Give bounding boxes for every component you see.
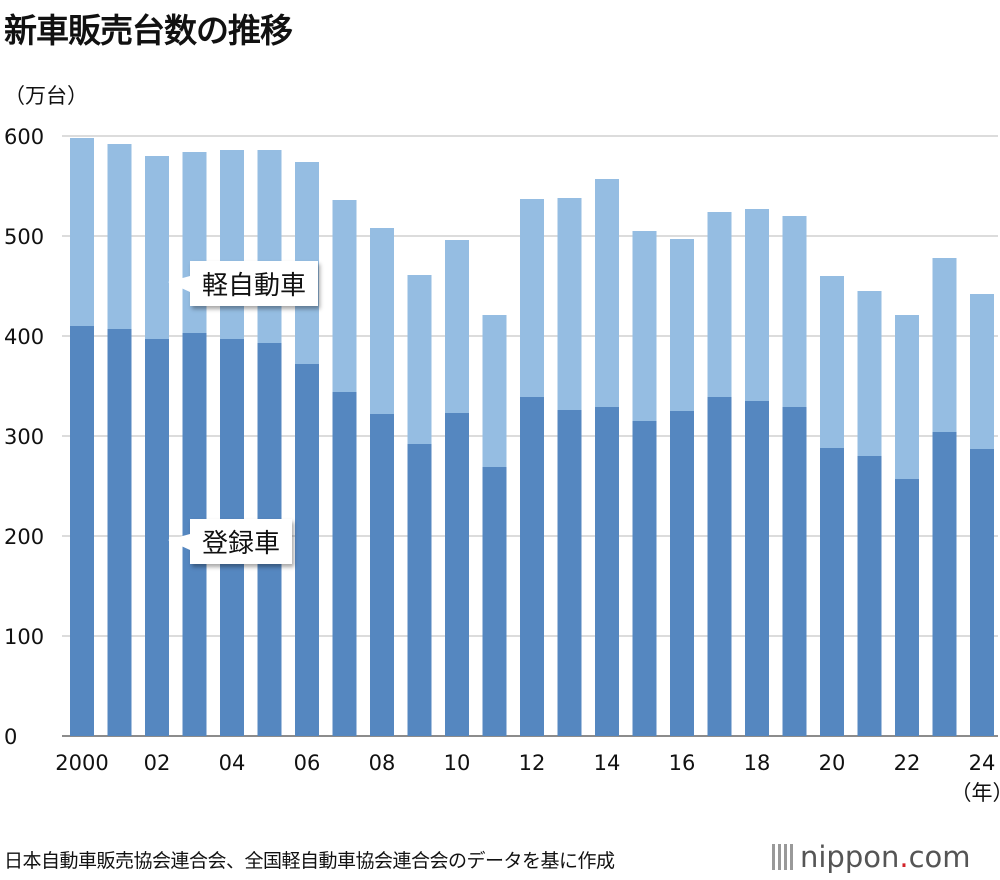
bar-registered xyxy=(782,407,807,736)
bar-kei xyxy=(707,212,732,397)
bar-kei xyxy=(445,240,469,413)
bar-registered xyxy=(145,339,169,736)
bar-registered xyxy=(970,449,994,736)
bar-kei xyxy=(70,138,94,326)
x-tick-label: 2000 xyxy=(55,751,108,775)
bar-registered xyxy=(820,448,844,736)
bar-registered xyxy=(595,407,619,736)
chart-title: 新車販売台数の推移 xyxy=(4,11,293,50)
bar-kei xyxy=(857,291,882,456)
x-tick-label: 16 xyxy=(669,751,696,775)
legend-kei-label: 軽自動車 xyxy=(202,271,307,301)
bar-registered xyxy=(520,397,544,736)
bar-kei xyxy=(820,276,844,448)
bar-kei xyxy=(145,156,169,339)
bar-registered xyxy=(745,401,769,736)
bar-kei xyxy=(257,150,282,343)
bar-registered xyxy=(707,397,732,736)
bar-registered xyxy=(482,467,507,736)
bar-registered xyxy=(857,456,882,736)
bar-kei xyxy=(107,144,132,329)
x-tick-label: 18 xyxy=(744,751,771,775)
bar-kei xyxy=(895,315,919,479)
bar-registered xyxy=(70,326,94,736)
bar-kei xyxy=(670,239,694,411)
y-tick-label: 200 xyxy=(4,525,44,549)
bar-registered xyxy=(370,414,394,736)
y-tick-label: 0 xyxy=(4,725,17,749)
bar-kei xyxy=(220,150,244,339)
bar-registered xyxy=(895,479,919,736)
bar-registered xyxy=(407,444,432,736)
bar-kei xyxy=(482,315,507,467)
bar-kei xyxy=(520,199,544,397)
bar-registered xyxy=(557,410,582,736)
bar-kei xyxy=(332,200,357,392)
x-axis-unit: （年） xyxy=(951,781,1000,805)
bar-registered xyxy=(932,432,957,736)
nippon-logo: nippon.com xyxy=(772,840,971,874)
x-tick-label: 04 xyxy=(219,751,246,775)
bar-kei xyxy=(557,198,582,410)
legend-registered: 登録車 xyxy=(167,519,293,564)
x-tick-label: 20 xyxy=(819,751,846,775)
x-tick-label: 06 xyxy=(294,751,321,775)
bar-kei xyxy=(745,209,769,401)
y-axis-unit: （万台） xyxy=(4,84,88,108)
bar-registered xyxy=(445,413,469,736)
x-tick-label: 08 xyxy=(369,751,396,775)
bar-kei xyxy=(782,216,807,407)
bar-registered xyxy=(670,411,694,736)
bar-kei xyxy=(932,258,957,432)
bar-kei xyxy=(595,179,619,407)
x-tick-label: 12 xyxy=(519,751,546,775)
bar-kei xyxy=(632,231,657,421)
bar-kei xyxy=(370,228,394,414)
y-tick-label: 300 xyxy=(4,425,44,449)
y-tick-label: 100 xyxy=(4,625,44,649)
bar-registered xyxy=(107,329,132,736)
bar-registered xyxy=(332,392,357,736)
logo-icon xyxy=(772,844,794,870)
y-tick-label: 400 xyxy=(4,325,44,349)
x-tick-label: 10 xyxy=(444,751,471,775)
legend-registered-label: 登録車 xyxy=(202,529,281,559)
bar-kei xyxy=(970,294,994,449)
x-tick-label: 02 xyxy=(144,751,171,775)
x-tick-label: 14 xyxy=(594,751,621,775)
bar-registered xyxy=(632,421,657,736)
y-tick-label: 500 xyxy=(4,225,44,249)
x-tick-label: 22 xyxy=(894,751,921,775)
source-note: 日本自動車販売協会連合会、全国軽自動車協会連合会のデータを基に作成 xyxy=(4,850,615,872)
legend-kei: 軽自動車 xyxy=(167,261,319,306)
bar-registered xyxy=(295,364,319,736)
y-tick-label: 600 xyxy=(4,125,44,149)
x-tick-label: 24 xyxy=(969,751,996,775)
bar-kei xyxy=(407,275,432,444)
